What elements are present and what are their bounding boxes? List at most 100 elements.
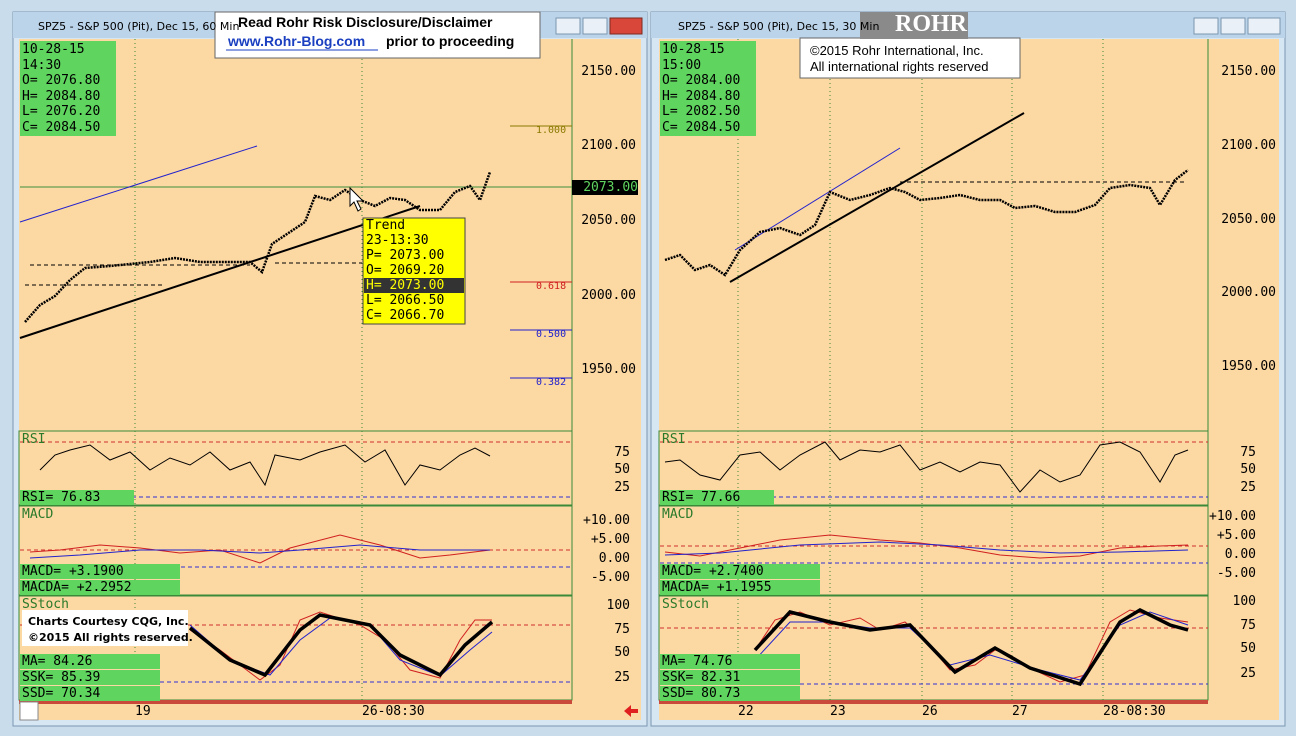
price-axis: 2000.00 [1221,285,1276,300]
data-box: C= 2084.50 [22,120,101,135]
data-box: L= 2082.50 [662,104,741,120]
data-box [660,41,756,136]
title: SPZ5 - S&P 500 (Pit), Dec 15, 30 Min [678,20,880,33]
logo-box [860,12,968,39]
right-window [650,11,1286,727]
label: SStoch [662,597,709,612]
label: MACD [22,507,54,522]
price-axis: 2000.00 [581,288,636,303]
axis: -5.00 [590,570,630,585]
axis: -5.00 [1216,566,1256,581]
close-button[interactable] [1247,17,1281,35]
fib-labels: 0.500 [536,329,567,340]
axis: 75 [614,622,630,637]
data-box: O= 2084.00 [662,73,741,89]
data-box: 10-28-15 [662,42,725,57]
tooltip-highlight [364,278,464,293]
price-axis: 2100.00 [1221,138,1276,153]
data-box: H= 2084.80 [22,88,101,104]
notice: www.Rohr-Blog.com [228,33,366,49]
fib-labels: 0.382 [536,377,567,388]
price-axis: 2150.00 [581,64,636,79]
data-box [20,41,116,136]
price-axis: 2050.00 [581,213,636,228]
readout: SSK= 82.31 [660,670,800,685]
axis: 0.00 [598,551,630,566]
axis: 75 [614,445,630,460]
price-axis: 2050.00 [1221,212,1276,227]
tooltip: H= 2073.00 [366,278,445,293]
minimize-button[interactable] [1193,17,1219,35]
axis: 50 [614,462,630,477]
x-axis: 26 [922,704,938,719]
tooltip: L= 2066.50 [366,293,445,308]
data-box: C= 2084.50 [662,120,741,135]
readout: MACD= +3.1900 [20,564,180,579]
x-axis: 22 [738,704,754,719]
readout: SSD= 80.73 [660,686,800,701]
maximize-button[interactable] [582,17,608,35]
tooltip: Trend [366,218,406,233]
data-box: 15:00 [662,57,702,73]
fib-labels: 0.618 [536,281,567,292]
readout: MA= 74.76 [660,654,800,669]
axis: 100 [606,598,630,613]
title: SPZ5 - S&P 500 (Pit), Dec 15, 60 Min [38,20,240,33]
axis: 25 [1240,480,1256,495]
readout: SSK= 85.39 [20,670,160,685]
axis: 50 [614,645,630,660]
axis: +5.00 [1216,528,1256,543]
price-axis: 2100.00 [581,138,636,153]
price-axis: 1950.00 [581,362,636,377]
readout: MACDA= +1.1955 [660,580,820,595]
axis: 50 [1240,462,1256,477]
readout: RSI= 77.66 [660,490,774,505]
x-axis: 28-08:30 [1103,704,1166,719]
tooltip: P= 2073.00 [366,248,445,263]
logo: ROHR [895,11,967,37]
x-axis: 27 [1012,704,1028,719]
label: MACD [662,507,694,522]
tooltip: C= 2066.70 [366,308,445,323]
axis: 75 [1240,618,1256,633]
fib-labels: 1.000 [536,125,567,136]
axis: 75 [1240,445,1256,460]
axis: 100 [1232,594,1256,609]
x-axis: 26-08:30 [362,704,425,719]
price-axis: 2150.00 [1221,64,1276,79]
close-button[interactable] [609,17,643,35]
label: SStoch [22,597,69,612]
data-box: O= 2076.80 [22,73,101,89]
copyright: ©2015 Rohr International, Inc. [810,43,984,58]
axis: +10.00 [583,513,630,528]
data-box: 10-28-15 [22,42,85,57]
left-window [12,11,648,727]
notice: Read Rohr Risk Disclosure/Disclaimer [238,14,493,30]
axis: +10.00 [1209,509,1256,524]
axis: 25 [1240,666,1256,681]
data-box: H= 2084.80 [662,88,741,104]
readout: RSI= 76.83 [20,490,134,505]
notice: prior to proceeding [386,33,515,49]
data-box: L= 2076.20 [22,104,101,120]
axis: 0.00 [1224,547,1256,562]
x-axis: 19 [135,704,151,719]
minimize-button[interactable] [555,17,581,35]
readout: MA= 84.26 [20,654,160,669]
axis: 25 [614,670,630,685]
label: RSI [22,432,46,447]
courtesy-box [22,610,188,646]
courtesy: ©2015 All rights reserved. [28,631,193,644]
tooltip: 23-13:30 [366,233,429,248]
x-axis: 23 [830,704,846,719]
tooltip: O= 2069.20 [366,263,445,278]
maximize-button[interactable] [1220,17,1246,35]
copyright-box [799,37,1021,79]
courtesy: Charts Courtesy CQG, Inc. [28,615,189,628]
cursor [349,186,365,212]
price-axis: 1950.00 [1221,359,1276,374]
tooltip [362,217,466,325]
current-price: 2073.00 [572,180,638,195]
